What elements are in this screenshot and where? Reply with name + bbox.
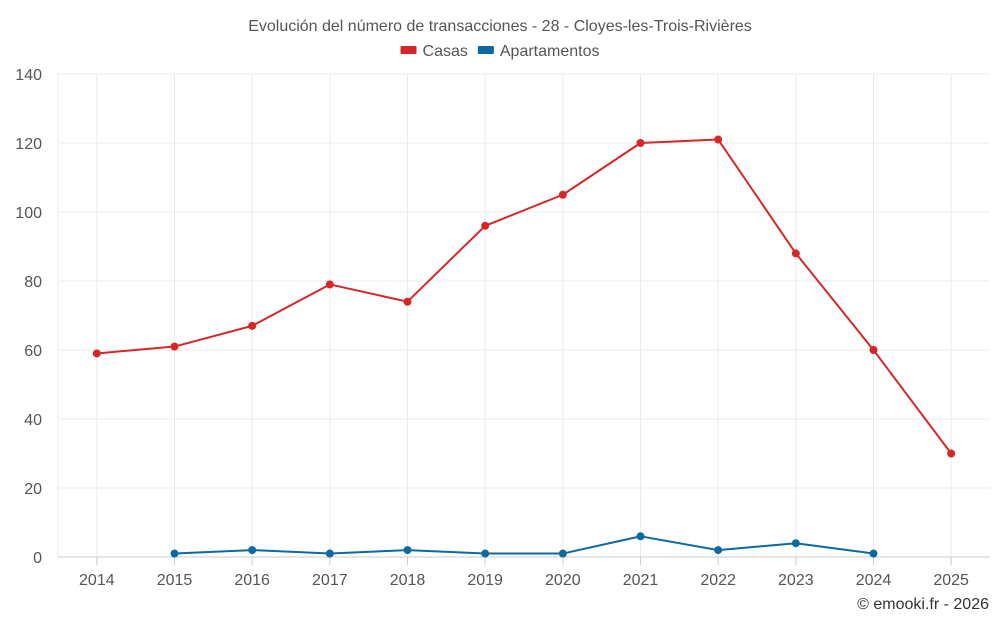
grid [57,73,990,557]
axes: 0 20 40 60 80 100 120 140 2014 2015 2016 2017 2018 20… [15,67,990,589]
y-tick-label: 60 [24,343,42,360]
y-tick-label: 0 [33,550,42,567]
x-tick-label: 2014 [79,572,115,589]
data-point[interactable] [92,349,101,358]
data-point[interactable] [869,549,878,558]
data-point[interactable] [170,549,179,558]
data-point[interactable] [403,546,412,555]
data-point[interactable] [325,549,334,558]
data-point[interactable] [403,297,412,306]
x-tick-label: 2018 [390,572,426,589]
x-tick-label: 2022 [700,572,736,589]
x-tick-label: 2023 [778,572,814,589]
x-tick-label: 2016 [234,572,270,589]
series-casas [92,135,956,458]
y-tick-label: 20 [24,481,42,498]
x-tick-label: 2025 [933,572,969,589]
data-point[interactable] [248,546,257,555]
data-point[interactable] [947,449,956,458]
x-tick-label: 2021 [623,572,659,589]
data-point[interactable] [558,190,567,199]
data-point[interactable] [791,539,800,548]
data-point[interactable] [248,321,257,330]
y-tick-label: 140 [15,67,42,84]
legend-label: Apartamentos [500,43,600,60]
data-point[interactable] [791,249,800,258]
series-line [96,138,952,455]
data-point[interactable] [558,549,567,558]
legend-item-apartamentos[interactable]: Apartamentos [477,43,600,60]
y-tick-label: 100 [15,205,42,222]
x-tick-label: 2024 [856,572,892,589]
x-tick-label: 2017 [312,572,348,589]
y-tick-label: 120 [15,136,42,153]
y-tick-label: 40 [24,412,42,429]
y-tick-label: 80 [24,274,42,291]
x-tick-label: 2019 [467,572,503,589]
legend-swatch [400,46,417,54]
x-tick-label: 2020 [545,572,581,589]
series-apartamentos [170,532,878,558]
legend: Casas Apartamentos [400,43,600,60]
data-point[interactable] [714,546,723,555]
legend-label: Casas [423,43,468,60]
x-tick-label: 2015 [157,572,193,589]
series-line [174,535,874,555]
data-point[interactable] [170,342,179,351]
data-point[interactable] [481,549,490,558]
legend-swatch [477,46,494,54]
data-point[interactable] [714,135,723,144]
data-point[interactable] [636,532,645,541]
series-layer [92,135,956,558]
chart-title: Evolución del número de transacciones - … [248,18,752,35]
data-point[interactable] [869,346,878,354]
credit-text: © emooki.fr - 2026 [857,596,989,613]
legend-item-casas[interactable]: Casas [400,43,468,60]
data-point[interactable] [325,280,334,289]
data-point[interactable] [481,221,490,230]
data-point[interactable] [636,139,645,147]
